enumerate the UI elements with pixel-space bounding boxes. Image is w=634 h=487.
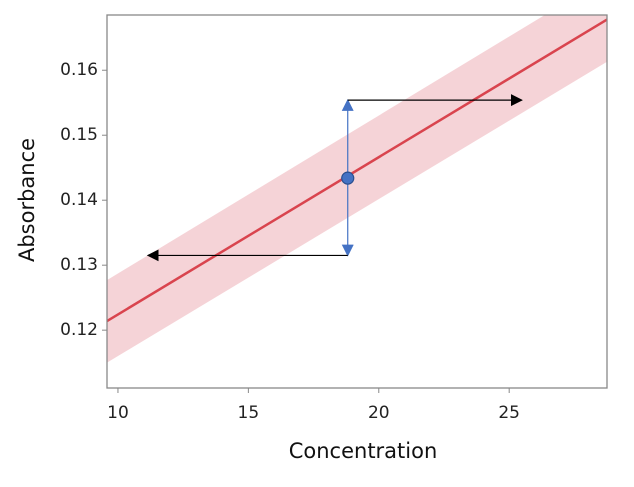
plot-area [107,15,607,363]
x-tick-label: 20 [368,403,390,423]
y-tick-label: 0.16 [60,60,98,80]
data-point [341,171,355,185]
x-tick-label: 10 [107,403,129,423]
y-tick-label: 0.13 [60,255,98,275]
x-tick-label: 25 [498,403,520,423]
x-axis-label: Concentration [289,439,438,463]
y-tick-label: 0.15 [60,125,98,145]
fit-line [107,18,607,323]
y-axis-label: Absorbance [15,138,39,262]
x-tick-label: 15 [238,403,260,423]
plot-frame [106,14,608,389]
y-tick-label: 0.14 [60,190,98,210]
confidence-band [107,15,607,363]
y-tick-label: 0.12 [60,320,98,340]
